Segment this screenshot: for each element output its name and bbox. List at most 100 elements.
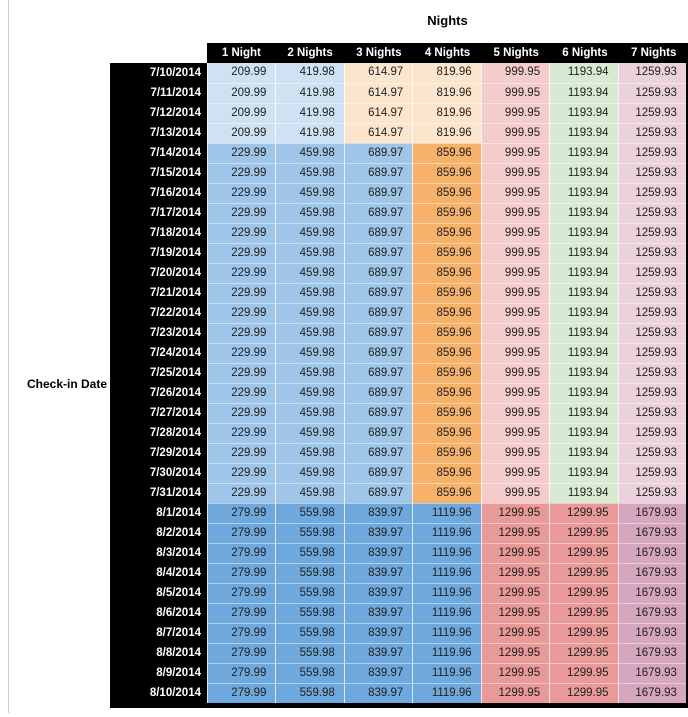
price-cell[interactable]: 999.95 [480, 123, 550, 143]
column-header[interactable]: 5 Nights [493, 47, 539, 59]
price-cell[interactable]: 459.98 [275, 463, 344, 483]
price-cell[interactable]: 859.96 [412, 423, 481, 443]
price-cell[interactable]: 999.95 [480, 303, 550, 323]
price-cell[interactable]: 229.99 [207, 303, 276, 323]
price-cell[interactable]: 819.96 [412, 123, 481, 143]
price-cell[interactable]: 999.95 [480, 163, 550, 183]
price-cell[interactable]: 209.99 [207, 83, 276, 103]
column-header[interactable]: 3 Nights [356, 47, 402, 59]
price-cell[interactable]: 1119.96 [412, 623, 481, 643]
price-cell[interactable]: 859.96 [412, 143, 481, 163]
checkin-date-cell[interactable]: 7/22/2014 [110, 303, 207, 323]
price-cell[interactable]: 614.97 [343, 83, 413, 103]
price-cell[interactable]: 229.99 [207, 443, 276, 463]
price-cell[interactable]: 279.99 [207, 663, 276, 683]
price-cell[interactable]: 1299.95 [549, 643, 618, 663]
price-cell[interactable]: 1259.93 [617, 183, 686, 203]
price-cell[interactable]: 559.98 [275, 583, 344, 603]
price-cell[interactable]: 279.99 [207, 643, 276, 663]
price-cell[interactable]: 209.99 [207, 123, 276, 143]
price-cell[interactable]: 1119.96 [412, 563, 481, 583]
price-cell[interactable]: 229.99 [207, 263, 276, 283]
price-cell[interactable]: 689.97 [343, 303, 413, 323]
price-cell[interactable]: 999.95 [480, 363, 550, 383]
price-cell[interactable]: 999.95 [480, 343, 550, 363]
price-cell[interactable]: 859.96 [412, 163, 481, 183]
checkin-date-cell[interactable]: 7/20/2014 [110, 263, 207, 283]
price-cell[interactable]: 1193.94 [549, 183, 618, 203]
price-cell[interactable]: 1193.94 [549, 383, 618, 403]
checkin-date-cell[interactable]: 7/27/2014 [110, 403, 207, 423]
price-cell[interactable]: 1193.94 [549, 483, 618, 503]
price-cell[interactable]: 1679.93 [617, 643, 686, 663]
price-cell[interactable]: 1299.95 [549, 503, 618, 523]
price-cell[interactable]: 1193.94 [549, 243, 618, 263]
price-cell[interactable]: 1259.93 [617, 403, 686, 423]
price-cell[interactable]: 819.96 [412, 103, 481, 123]
price-cell[interactable]: 459.98 [275, 323, 344, 343]
column-header[interactable]: 7 Nights [630, 47, 677, 59]
price-cell[interactable]: 839.97 [343, 543, 413, 563]
price-cell[interactable]: 859.96 [412, 323, 481, 343]
price-cell[interactable]: 689.97 [343, 483, 413, 503]
checkin-date-cell[interactable]: 8/4/2014 [110, 563, 207, 583]
price-cell[interactable]: 209.99 [207, 103, 276, 123]
price-cell[interactable]: 1259.93 [617, 203, 686, 223]
price-cell[interactable]: 459.98 [275, 223, 344, 243]
price-cell[interactable]: 999.95 [480, 443, 550, 463]
price-cell[interactable]: 999.95 [480, 323, 550, 343]
price-cell[interactable]: 999.95 [480, 143, 550, 163]
price-cell[interactable]: 459.98 [275, 283, 344, 303]
checkin-date-cell[interactable]: 7/18/2014 [110, 223, 207, 243]
price-cell[interactable]: 1259.93 [617, 103, 686, 123]
price-cell[interactable]: 1259.93 [617, 143, 686, 163]
price-cell[interactable]: 999.95 [480, 483, 550, 503]
price-cell[interactable]: 819.96 [412, 63, 481, 83]
checkin-date-cell[interactable]: 7/17/2014 [110, 203, 207, 223]
checkin-date-cell[interactable]: 8/9/2014 [110, 663, 207, 683]
price-cell[interactable]: 1259.93 [617, 223, 686, 243]
checkin-date-cell[interactable]: 7/11/2014 [110, 83, 207, 103]
price-cell[interactable]: 839.97 [343, 563, 413, 583]
price-cell[interactable]: 1259.93 [617, 123, 686, 143]
price-cell[interactable]: 1193.94 [549, 123, 618, 143]
checkin-date-cell[interactable]: 7/28/2014 [110, 423, 207, 443]
checkin-date-cell[interactable]: 7/25/2014 [110, 363, 207, 383]
price-cell[interactable]: 859.96 [412, 383, 481, 403]
checkin-date-cell[interactable]: 7/31/2014 [110, 483, 207, 503]
price-cell[interactable]: 1259.93 [617, 383, 686, 403]
price-cell[interactable]: 209.99 [207, 63, 276, 83]
price-cell[interactable]: 1119.96 [412, 643, 481, 663]
price-cell[interactable]: 1259.93 [617, 423, 686, 443]
price-cell[interactable]: 1193.94 [549, 103, 618, 123]
price-cell[interactable]: 1679.93 [617, 503, 686, 523]
checkin-date-cell[interactable]: 7/19/2014 [110, 243, 207, 263]
price-cell[interactable]: 689.97 [343, 143, 413, 163]
price-cell[interactable]: 229.99 [207, 283, 276, 303]
price-cell[interactable]: 1259.93 [617, 163, 686, 183]
price-cell[interactable]: 1299.95 [549, 683, 618, 703]
price-cell[interactable]: 1119.96 [412, 583, 481, 603]
price-cell[interactable]: 1193.94 [549, 163, 618, 183]
price-cell[interactable]: 1299.95 [549, 603, 618, 623]
price-cell[interactable]: 859.96 [412, 243, 481, 263]
checkin-date-cell[interactable]: 7/26/2014 [110, 383, 207, 403]
checkin-date-cell[interactable]: 8/6/2014 [110, 603, 207, 623]
price-cell[interactable]: 1193.94 [549, 283, 618, 303]
price-cell[interactable]: 279.99 [207, 563, 276, 583]
price-cell[interactable]: 559.98 [275, 603, 344, 623]
price-cell[interactable]: 839.97 [343, 623, 413, 643]
price-cell[interactable]: 999.95 [480, 243, 550, 263]
price-cell[interactable]: 689.97 [343, 403, 413, 423]
checkin-date-cell[interactable]: 8/2/2014 [110, 523, 207, 543]
price-cell[interactable]: 1299.95 [549, 563, 618, 583]
price-cell[interactable]: 459.98 [275, 343, 344, 363]
column-header[interactable]: 2 Nights [287, 47, 333, 59]
price-cell[interactable]: 999.95 [480, 223, 550, 243]
price-cell[interactable]: 459.98 [275, 183, 344, 203]
price-cell[interactable]: 1679.93 [617, 583, 686, 603]
price-cell[interactable]: 1259.93 [617, 323, 686, 343]
price-cell[interactable]: 1193.94 [549, 143, 618, 163]
checkin-date-cell[interactable]: 8/1/2014 [110, 503, 207, 523]
price-cell[interactable]: 459.98 [275, 483, 344, 503]
